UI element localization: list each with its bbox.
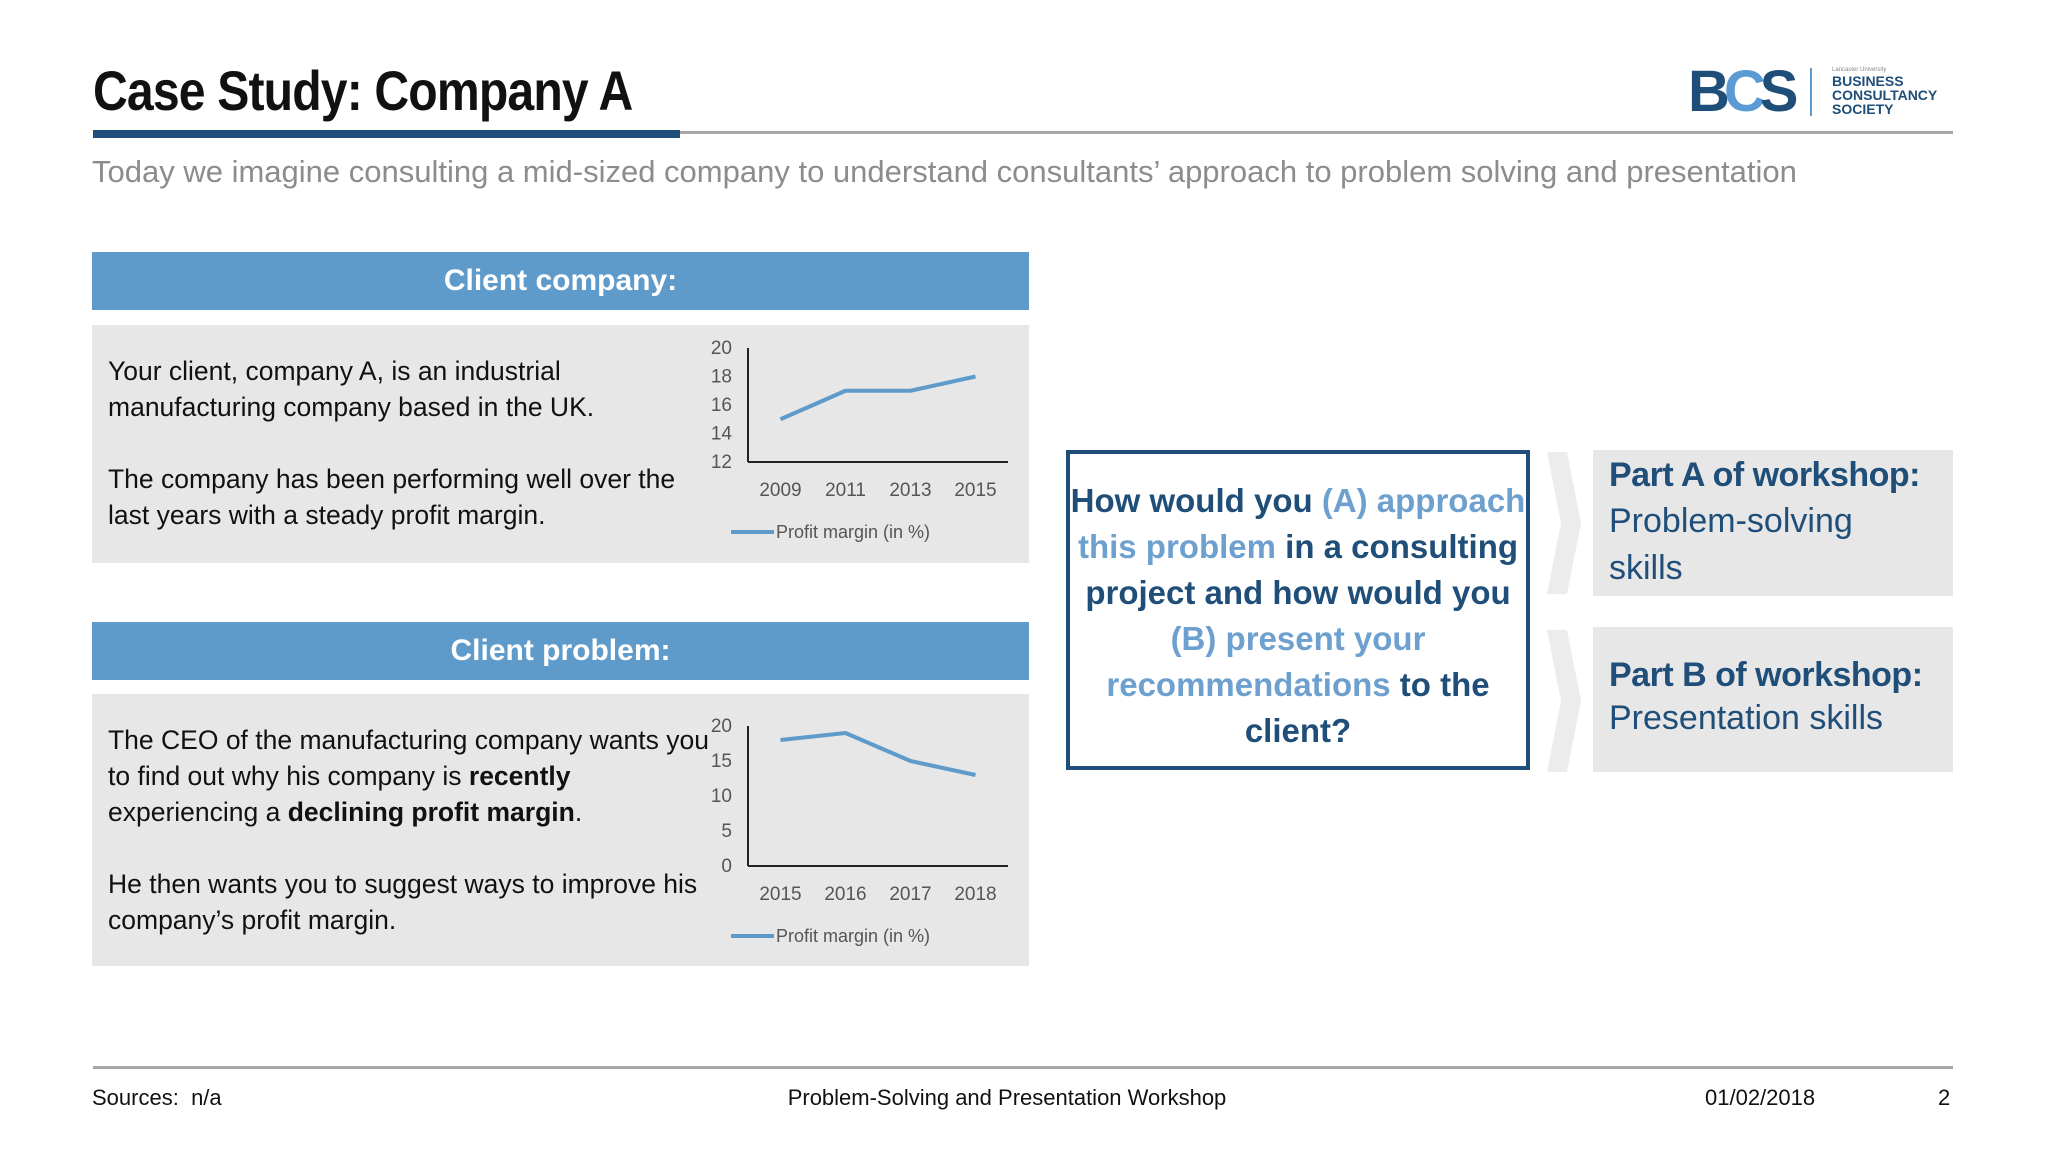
logo-divider bbox=[1810, 68, 1812, 116]
problem-text-a: The CEO of the manufacturing company wan… bbox=[108, 725, 709, 791]
x-tick-label: 2016 bbox=[824, 884, 866, 905]
part-b-subtitle: Presentation skills bbox=[1609, 699, 1884, 737]
page-number: 2 bbox=[1938, 1085, 1951, 1110]
logo-letter-b: B bbox=[1688, 59, 1730, 124]
series-line bbox=[780, 731, 976, 777]
footer-title: Problem-Solving and Presentation Worksho… bbox=[787, 1085, 1227, 1110]
logo-line-3: SOCIETY bbox=[1832, 101, 1894, 117]
y-tick-label: 5 bbox=[721, 821, 732, 842]
client-problem-para-1: The CEO of the manufacturing company wan… bbox=[108, 722, 728, 830]
y-tick-label: 20 bbox=[711, 716, 732, 737]
question-part-3: in a consulting project and how would yo… bbox=[1085, 528, 1519, 611]
title-accent-bar bbox=[93, 130, 680, 138]
footer-date: 01/02/2018 bbox=[1705, 1085, 1816, 1110]
part-a-card: Part A of workshop: Problem-solving skil… bbox=[1593, 450, 1953, 596]
client-problem-panel: The CEO of the manufacturing company wan… bbox=[92, 694, 1029, 966]
footer-sources: Sources: n/a bbox=[92, 1085, 222, 1111]
y-tick-label: 18 bbox=[711, 367, 732, 388]
key-question-box: How would you (A) approach this problem … bbox=[1066, 450, 1530, 770]
problem-text-recently: recently bbox=[468, 761, 571, 791]
question-part-5: to the client? bbox=[1244, 666, 1490, 749]
client-problem-text: The CEO of the manufacturing company wan… bbox=[108, 722, 728, 938]
part-a-title: Part A of workshop: bbox=[1609, 456, 1921, 494]
y-tick-label: 12 bbox=[711, 452, 732, 473]
logo-letter-c: C bbox=[1723, 59, 1766, 124]
x-tick-label: 2017 bbox=[889, 884, 931, 905]
question-part-1: How would you bbox=[1070, 482, 1322, 519]
page-subtitle: Today we imagine consulting a mid-sized … bbox=[92, 154, 1797, 189]
y-tick-label: 15 bbox=[711, 751, 732, 772]
client-company-para-1: Your client, company A, is an industrial… bbox=[108, 356, 595, 422]
profit-margin-chart-2009-2015: 20 18 16 14 12 2009 2011 2013 2015 Profit margin … bbox=[711, 338, 1008, 542]
sources-value: n/a bbox=[191, 1085, 222, 1110]
client-problem-para-2: He then wants you to suggest ways to imp… bbox=[108, 869, 698, 935]
question-highlight-b: (B) present your recommendations bbox=[1106, 620, 1426, 703]
x-tick-label: 2009 bbox=[759, 480, 801, 501]
client-problem-heading: Client problem: bbox=[92, 622, 1029, 680]
logo-line-2: CONSULTANCY bbox=[1832, 87, 1938, 103]
y-tick-label: 16 bbox=[711, 395, 732, 416]
legend-label: Profit margin (in %) bbox=[776, 926, 930, 946]
client-company-panel: Your client, company A, is an industrial… bbox=[92, 325, 1029, 563]
part-b-title: Part B of workshop: bbox=[1609, 656, 1923, 694]
chevron-right-icon bbox=[1547, 630, 1581, 772]
problem-text-e: . bbox=[574, 797, 583, 827]
x-tick-label: 2015 bbox=[954, 480, 996, 501]
x-tick-label: 2018 bbox=[954, 884, 996, 905]
client-company-text: Your client, company A, is an industrial… bbox=[108, 353, 708, 533]
logo-line-1: BUSINESS bbox=[1832, 73, 1904, 89]
problem-text-declining: declining profit margin bbox=[287, 797, 575, 827]
page-title: Case Study: Company A bbox=[93, 59, 633, 122]
footer-divider bbox=[93, 1066, 1953, 1069]
y-tick-label: 0 bbox=[721, 856, 732, 877]
part-a-subtitle: Problem-solving skills bbox=[1609, 502, 1853, 587]
client-company-heading: Client company: bbox=[92, 252, 1029, 310]
x-tick-label: 2013 bbox=[889, 480, 931, 501]
series-line bbox=[779, 374, 976, 422]
x-tick-label: 2011 bbox=[825, 480, 866, 501]
y-tick-label: 14 bbox=[711, 424, 733, 445]
part-b-card: Part B of workshop: Presentation skills bbox=[1593, 627, 1953, 772]
bcs-logo-mark: BCS bbox=[1688, 59, 1799, 124]
title-divider bbox=[93, 131, 1953, 134]
logo-wordmark: BUSINESS CONSULTANCY SOCIETY bbox=[1832, 74, 1937, 116]
y-tick-label: 10 bbox=[711, 786, 732, 807]
client-company-para-2: The company has been performing well ove… bbox=[108, 464, 676, 530]
y-tick-label: 20 bbox=[711, 338, 732, 359]
legend-label: Profit margin (in %) bbox=[776, 522, 930, 542]
problem-text-c: experiencing a bbox=[108, 797, 288, 827]
logo-letter-s: S bbox=[1759, 59, 1799, 124]
logo-university-text: Lancaster University bbox=[1832, 67, 1887, 73]
x-tick-label: 2015 bbox=[759, 884, 801, 905]
question-highlight-a: (A) approach this problem bbox=[1077, 482, 1526, 565]
sources-label: Sources: bbox=[92, 1085, 179, 1110]
chevron-right-icon bbox=[1547, 452, 1581, 594]
